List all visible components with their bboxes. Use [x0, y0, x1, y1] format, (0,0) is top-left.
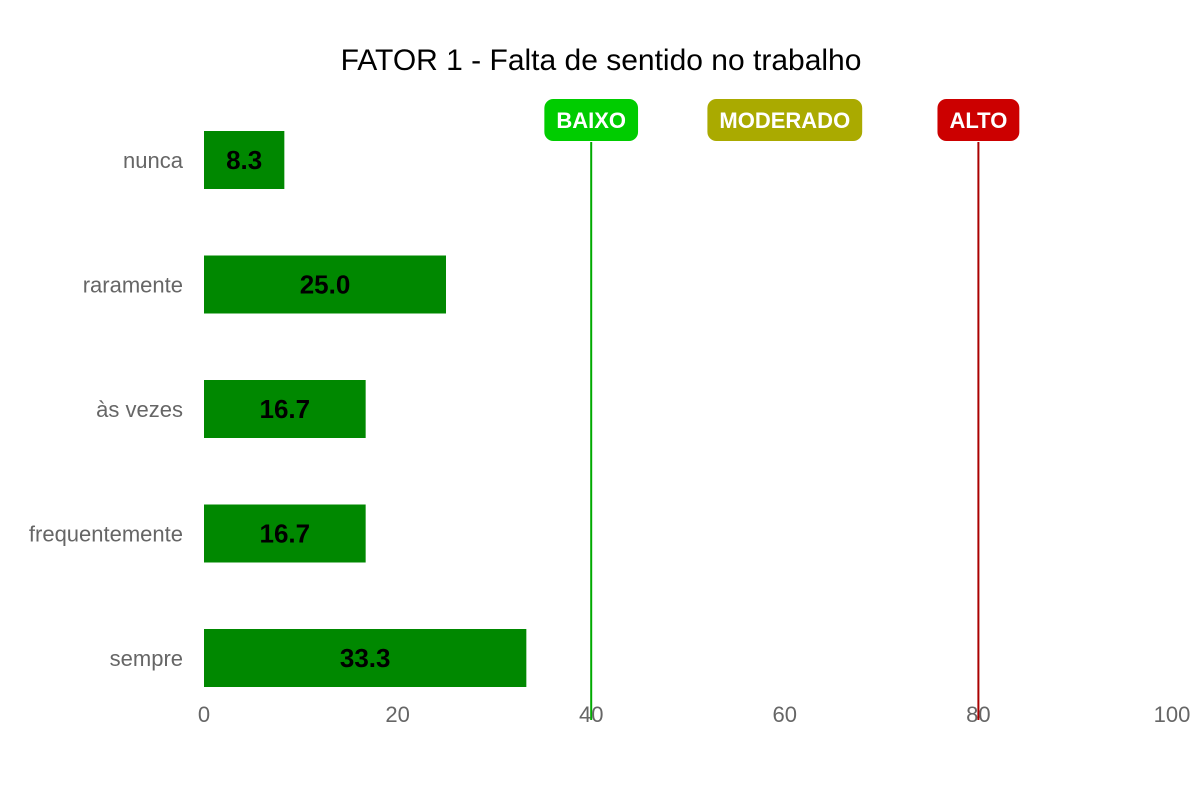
- data-label: 25.0: [300, 270, 351, 300]
- bar: [204, 131, 285, 189]
- x-tick-label: 20: [385, 702, 409, 727]
- zone-badge-alto: ALTO: [937, 99, 1020, 141]
- x-tick-label: 100: [1154, 702, 1191, 727]
- chart-title: FATOR 1 - Falta de sentido no trabalho: [341, 44, 862, 77]
- bar: [204, 629, 527, 687]
- x-axis-ticks: 0 20 40 60 80 100: [198, 702, 1190, 727]
- x-tick-label: 60: [773, 702, 797, 727]
- zone-badges: BAIXO MODERADO ALTO: [544, 99, 1020, 141]
- zone-badge-label: BAIXO: [556, 108, 626, 133]
- category-label: frequentemente: [29, 522, 183, 547]
- zone-badge-background: [544, 99, 639, 141]
- reference-lines: [590, 142, 980, 720]
- zone-badge-background: [707, 99, 863, 141]
- zone-badge-label: MODERADO: [719, 108, 850, 133]
- zone-badge-baixo: BAIXO: [544, 99, 639, 141]
- x-tick-label: 40: [579, 702, 603, 727]
- category-label: raramente: [83, 273, 183, 298]
- zone-badge-background: [937, 99, 1020, 141]
- x-tick-label: 0: [198, 702, 210, 727]
- bar: [204, 255, 446, 314]
- data-label: 33.3: [340, 643, 391, 673]
- bar: [204, 504, 366, 563]
- category-label: às vezes: [96, 397, 183, 422]
- zone-badge-moderado: MODERADO: [707, 99, 863, 141]
- x-tick-label: 80: [966, 702, 990, 727]
- bars: 8.3 25.0 16.7 16.7 33.3: [204, 131, 527, 687]
- category-labels: nunca raramente às vezes frequentemente semp…: [29, 148, 184, 671]
- data-label: 8.3: [226, 145, 262, 175]
- category-label: nunca: [123, 148, 184, 173]
- zone-badge-label: ALTO: [949, 108, 1007, 133]
- data-label: 16.7: [260, 394, 311, 424]
- category-label: sempre: [110, 646, 183, 671]
- bar: [204, 380, 366, 438]
- data-label: 16.7: [260, 519, 311, 549]
